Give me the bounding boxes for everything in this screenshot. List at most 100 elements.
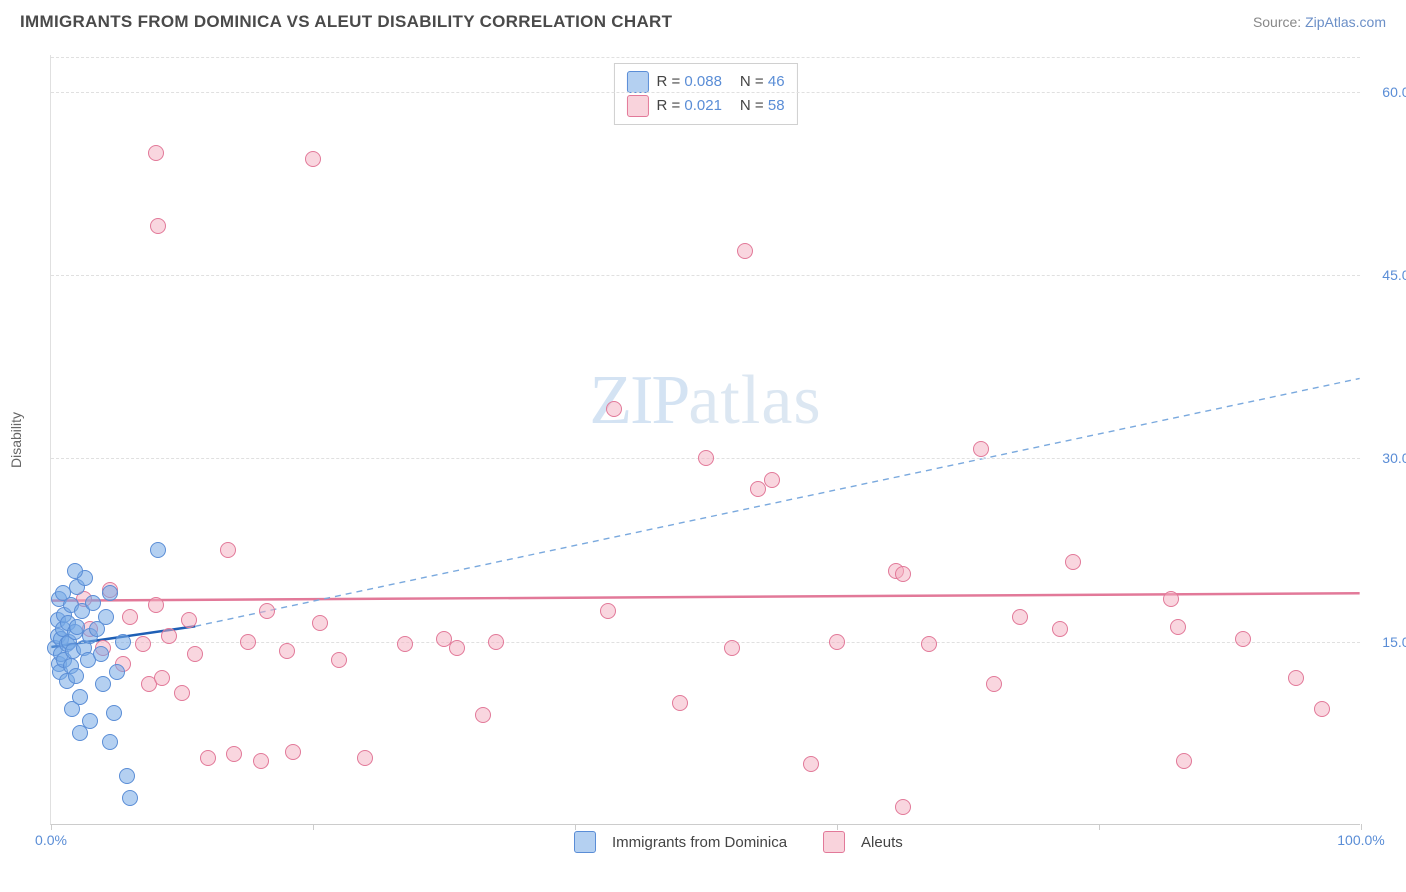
ytick-label: 60.0% bbox=[1382, 84, 1406, 100]
pink-scatter-point bbox=[829, 634, 845, 650]
swatch-pink-icon bbox=[626, 95, 648, 117]
r-label: R = bbox=[656, 97, 680, 114]
pink-scatter-point bbox=[1163, 591, 1179, 607]
pink-scatter-point bbox=[154, 670, 170, 686]
pink-series-label: Aleuts bbox=[861, 834, 903, 851]
trend-lines bbox=[51, 55, 1360, 824]
n-label: N = bbox=[740, 97, 764, 114]
pink-n-value: 58 bbox=[768, 97, 785, 114]
legend-item-pink: Aleuts bbox=[823, 831, 903, 853]
pink-scatter-point bbox=[148, 597, 164, 613]
blue-scatter-point bbox=[122, 790, 138, 806]
pink-scatter-point bbox=[895, 799, 911, 815]
xtick bbox=[51, 824, 52, 830]
pink-scatter-point bbox=[122, 609, 138, 625]
correlation-legend: R = 0.088 N = 46 R = 0.021 N = 58 bbox=[613, 63, 797, 125]
blue-scatter-point bbox=[93, 646, 109, 662]
blue-scatter-point bbox=[68, 668, 84, 684]
pink-scatter-point bbox=[606, 401, 622, 417]
xtick bbox=[837, 824, 838, 830]
swatch-blue-icon bbox=[574, 831, 596, 853]
blue-scatter-point bbox=[67, 563, 83, 579]
legend-row-blue: R = 0.088 N = 46 bbox=[626, 70, 784, 94]
ytick-label: 15.0% bbox=[1382, 634, 1406, 650]
blue-scatter-point bbox=[106, 705, 122, 721]
blue-scatter-point bbox=[109, 664, 125, 680]
blue-scatter-point bbox=[102, 585, 118, 601]
pink-scatter-point bbox=[1176, 753, 1192, 769]
pink-scatter-point bbox=[220, 542, 236, 558]
gridline bbox=[51, 57, 1360, 58]
pink-scatter-point bbox=[764, 472, 780, 488]
pink-scatter-point bbox=[698, 450, 714, 466]
pink-scatter-point bbox=[921, 636, 937, 652]
blue-scatter-point bbox=[85, 595, 101, 611]
source-credit: Source: ZipAtlas.com bbox=[1253, 14, 1386, 30]
legend-item-blue: Immigrants from Dominica bbox=[574, 831, 787, 853]
blue-n-value: 46 bbox=[768, 73, 785, 90]
pink-r-value: 0.021 bbox=[684, 97, 722, 114]
pink-scatter-point bbox=[1235, 631, 1251, 647]
xtick bbox=[1361, 824, 1362, 830]
pink-scatter-point bbox=[312, 615, 328, 631]
xtick-label: 0.0% bbox=[35, 832, 67, 848]
gridline bbox=[51, 275, 1360, 276]
pink-scatter-point bbox=[161, 628, 177, 644]
xtick bbox=[313, 824, 314, 830]
watermark-zip: ZIP bbox=[589, 362, 688, 439]
pink-scatter-point bbox=[600, 603, 616, 619]
legend-row-pink: R = 0.021 N = 58 bbox=[626, 94, 784, 118]
pink-scatter-point bbox=[672, 695, 688, 711]
watermark-atlas: atlas bbox=[688, 362, 821, 439]
blue-r-value: 0.088 bbox=[684, 73, 722, 90]
pink-scatter-point bbox=[1052, 621, 1068, 637]
ytick-label: 30.0% bbox=[1382, 450, 1406, 466]
blue-series-label: Immigrants from Dominica bbox=[612, 834, 787, 851]
blue-scatter-point bbox=[98, 609, 114, 625]
pink-scatter-point bbox=[285, 744, 301, 760]
swatch-blue-icon bbox=[626, 71, 648, 93]
pink-scatter-point bbox=[724, 640, 740, 656]
pink-scatter-point bbox=[174, 685, 190, 701]
pink-scatter-point bbox=[240, 634, 256, 650]
pink-scatter-point bbox=[187, 646, 203, 662]
pink-scatter-point bbox=[737, 243, 753, 259]
pink-scatter-point bbox=[279, 643, 295, 659]
pink-scatter-point bbox=[1012, 609, 1028, 625]
plot-box: ZIPatlas R = 0.088 N = 46 R = 0.021 N = … bbox=[50, 55, 1360, 825]
blue-scatter-point bbox=[150, 542, 166, 558]
pink-scatter-point bbox=[1314, 701, 1330, 717]
pink-scatter-point bbox=[488, 634, 504, 650]
source-link[interactable]: ZipAtlas.com bbox=[1305, 14, 1386, 30]
pink-scatter-point bbox=[1170, 619, 1186, 635]
blue-scatter-point bbox=[72, 725, 88, 741]
pink-scatter-point bbox=[357, 750, 373, 766]
pink-scatter-point bbox=[449, 640, 465, 656]
pink-scatter-point bbox=[259, 603, 275, 619]
xtick bbox=[575, 824, 576, 830]
chart-title: IMMIGRANTS FROM DOMINICA VS ALEUT DISABI… bbox=[20, 12, 672, 32]
pink-scatter-point bbox=[150, 218, 166, 234]
series-legend: Immigrants from Dominica Aleuts bbox=[574, 831, 903, 853]
swatch-pink-icon bbox=[823, 831, 845, 853]
watermark: ZIPatlas bbox=[589, 361, 821, 441]
blue-scatter-point bbox=[119, 768, 135, 784]
pink-scatter-point bbox=[181, 612, 197, 628]
pink-scatter-point bbox=[226, 746, 242, 762]
pink-scatter-point bbox=[331, 652, 347, 668]
pink-scatter-point bbox=[135, 636, 151, 652]
source-prefix: Source: bbox=[1253, 14, 1305, 30]
pink-scatter-point bbox=[1065, 554, 1081, 570]
pink-scatter-point bbox=[1288, 670, 1304, 686]
pink-scatter-point bbox=[397, 636, 413, 652]
chart-plot-area: ZIPatlas R = 0.088 N = 46 R = 0.021 N = … bbox=[50, 55, 1360, 825]
n-label: N = bbox=[740, 73, 764, 90]
blue-scatter-point bbox=[115, 634, 131, 650]
gridline bbox=[51, 92, 1360, 93]
pink-scatter-point bbox=[986, 676, 1002, 692]
chart-header: IMMIGRANTS FROM DOMINICA VS ALEUT DISABI… bbox=[20, 12, 1386, 32]
pink-scatter-point bbox=[200, 750, 216, 766]
r-label: R = bbox=[656, 73, 680, 90]
pink-scatter-point bbox=[895, 566, 911, 582]
xtick-label: 100.0% bbox=[1337, 832, 1384, 848]
